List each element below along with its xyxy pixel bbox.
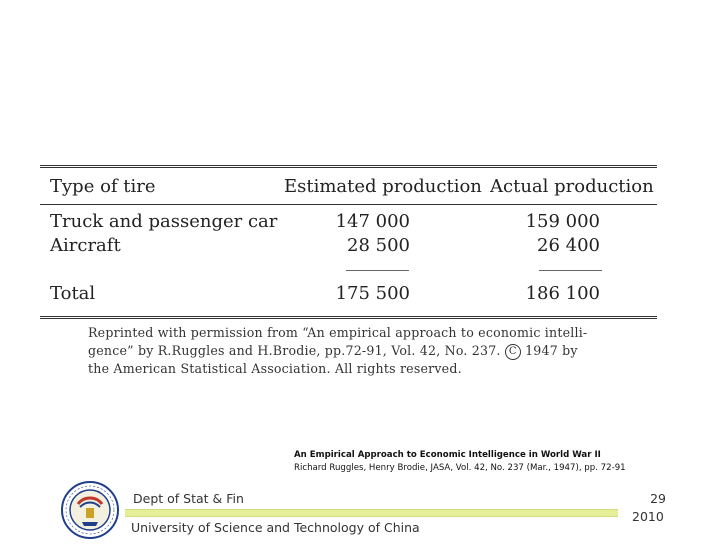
row-actual: 159 000	[525, 211, 600, 232]
reprint-line-2: gence” by R.Ruggles and H.Brodie, pp.72-…	[88, 342, 633, 360]
university-seal-icon	[60, 480, 120, 540]
subtotal-lines	[40, 258, 657, 282]
table-row: Truck and passenger car 147 000 159 000	[40, 210, 657, 234]
footer-year: 2010	[632, 509, 664, 524]
table-header-rule	[40, 204, 657, 205]
header-type: Type of tire	[50, 176, 156, 197]
footer-accent-bar	[125, 509, 618, 517]
reference-details: Richard Ruggles, Henry Brodie, JASA, Vol…	[294, 463, 626, 473]
subtotal-line-actual	[539, 270, 602, 271]
reprint-line-2a: gence” by R.Ruggles and H.Brodie, pp.72-…	[88, 343, 501, 358]
reprint-notice: Reprinted with permission from “An empir…	[88, 324, 633, 378]
table-header-row: Type of tire Estimated production Actual…	[40, 172, 657, 202]
header-estimated: Estimated production	[284, 176, 482, 197]
total-estimated: 175 500	[335, 283, 410, 304]
row-estimated: 28 500	[347, 235, 410, 256]
table-total-row: Total 175 500 186 100	[40, 282, 657, 306]
row-estimated: 147 000	[335, 211, 410, 232]
subtotal-line-estimated	[346, 270, 409, 271]
reference-citation: An Empirical Approach to Economic Intell…	[294, 449, 626, 475]
row-actual: 26 400	[537, 235, 600, 256]
total-label: Total	[50, 283, 96, 304]
row-type: Truck and passenger car	[50, 211, 278, 232]
reference-title: An Empirical Approach to Economic Intell…	[294, 450, 601, 460]
table-top-rule	[40, 165, 657, 168]
reprint-line-1: Reprinted with permission from “An empir…	[88, 325, 588, 340]
tire-production-table: Type of tire Estimated production Actual…	[40, 165, 657, 319]
table-bottom-rule	[40, 316, 657, 319]
table-row: Aircraft 28 500 26 400	[40, 234, 657, 258]
header-actual: Actual production	[490, 176, 654, 197]
footer-department: Dept of Stat & Fin	[133, 491, 244, 506]
footer-university: University of Science and Technology of …	[131, 520, 420, 535]
reprint-line-3: the American Statistical Association. Al…	[88, 361, 462, 376]
total-actual: 186 100	[525, 283, 600, 304]
reprint-line-2b: 1947 by	[525, 343, 578, 358]
copyright-icon: C	[504, 343, 521, 360]
row-type: Aircraft	[50, 235, 121, 256]
page-number: 29	[650, 491, 666, 506]
